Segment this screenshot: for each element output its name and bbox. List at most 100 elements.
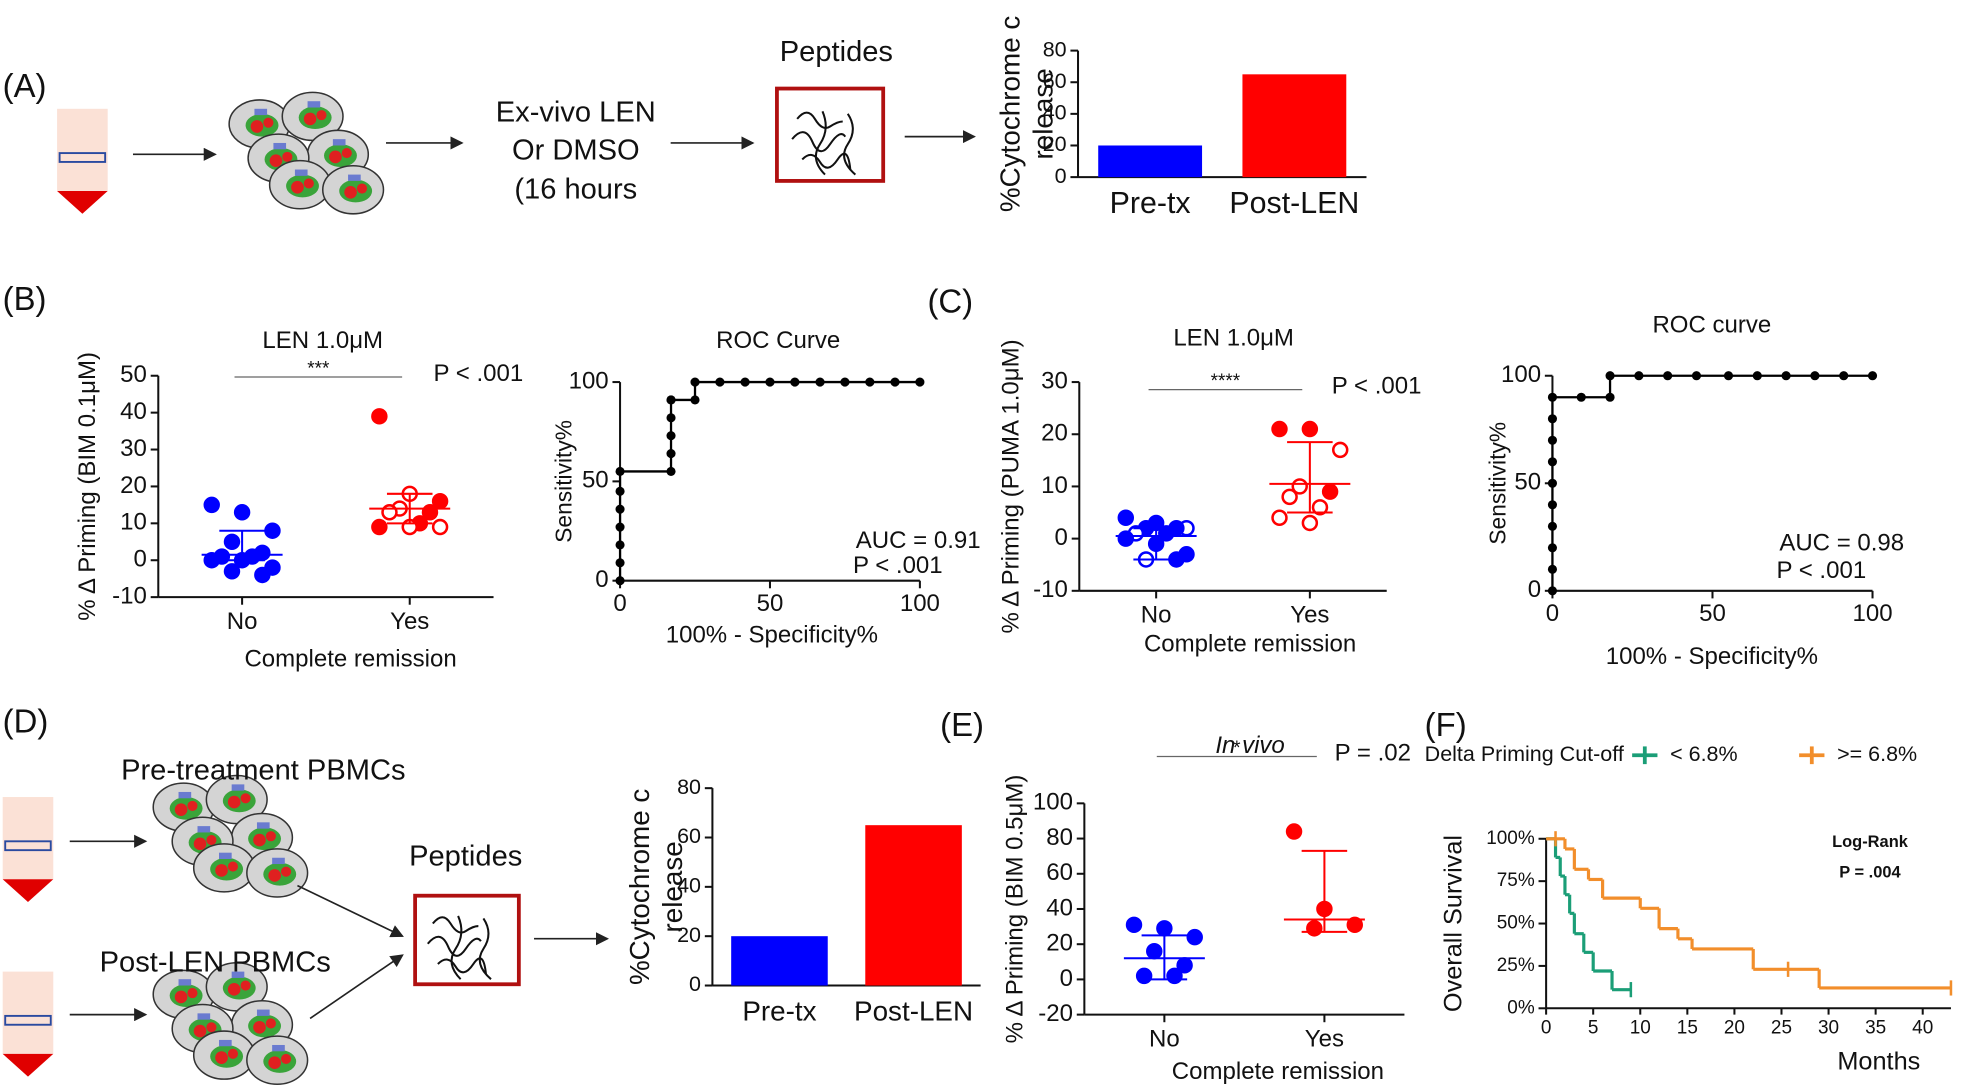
y-axis-title: Sensitivity% xyxy=(1484,422,1510,545)
x-tick-label: Pre-tx xyxy=(742,996,816,1027)
roc-point xyxy=(1547,478,1558,488)
y-tick-label: 0 xyxy=(595,566,608,593)
y-axis-title: % Δ Priming (BIM 0.5μM) xyxy=(1001,775,1028,1044)
roc-point xyxy=(1752,371,1762,381)
annotation: P = .004 xyxy=(1839,863,1901,881)
chart-title: LEN 1.0μM xyxy=(262,327,383,354)
data-point xyxy=(1332,441,1349,459)
x-tick-label: No xyxy=(227,608,258,635)
bar xyxy=(731,936,828,986)
y-tick-label: 0 xyxy=(1055,524,1068,551)
panel-label: (A) xyxy=(3,67,47,104)
y-tick-label: 100% xyxy=(1486,828,1535,849)
y-axis-title: release xyxy=(657,841,688,932)
y-tick-label: 0 xyxy=(689,972,701,996)
roc-point xyxy=(1547,586,1558,596)
annotation: Log-Rank xyxy=(1832,833,1909,851)
roc-point xyxy=(1547,414,1558,424)
roc-point xyxy=(615,558,625,568)
data-point xyxy=(203,552,220,569)
diagram-text: Peptides xyxy=(409,840,522,872)
y-tick-label: 100 xyxy=(569,367,609,394)
data-point xyxy=(1156,920,1173,937)
y-tick-label: 60 xyxy=(677,824,701,848)
y-tick-label: 80 xyxy=(677,775,701,799)
roc-point xyxy=(1547,564,1558,574)
roc-point xyxy=(1547,500,1558,510)
p-value: P < .001 xyxy=(853,552,943,579)
y-tick-label: 0 xyxy=(1060,965,1073,992)
y-axis-title: % Δ Priming (BIM 0.1μM) xyxy=(74,352,101,621)
y-tick-label: 50 xyxy=(1514,469,1541,496)
diagram-text: Post-LEN PBMCs xyxy=(100,947,331,979)
bar xyxy=(1242,74,1347,178)
x-axis-title: 100% - Specificity% xyxy=(1606,643,1818,670)
roc-point xyxy=(666,431,676,441)
x-tick-label: No xyxy=(1141,601,1172,628)
y-tick-label: 60 xyxy=(1043,69,1067,93)
roc-point xyxy=(666,395,676,405)
x-tick-label: 50 xyxy=(757,590,784,617)
chart-title: ROC curve xyxy=(1652,312,1771,339)
panel-label: (E) xyxy=(940,706,984,743)
y-tick-label: 20 xyxy=(120,472,147,499)
y-tick-label: 25% xyxy=(1497,955,1535,976)
legend-title: Delta Priming Cut-off xyxy=(1425,742,1624,766)
data-point xyxy=(1301,420,1319,438)
y-tick-label: 40 xyxy=(1043,101,1067,125)
data-point xyxy=(233,504,251,521)
diagram-text: (16 hours xyxy=(514,174,637,206)
x-tick-label: 35 xyxy=(1865,1018,1886,1039)
y-tick-label: 50 xyxy=(582,467,609,494)
data-point xyxy=(1117,530,1135,547)
y-tick-label: 40 xyxy=(1046,894,1073,921)
data-point xyxy=(1271,509,1288,526)
significance-stars: **** xyxy=(1211,371,1241,392)
roc-point xyxy=(615,466,625,476)
chart-title: ROC Curve xyxy=(716,327,840,354)
y-axis-title: % Δ Priming (PUMA 1.0μM) xyxy=(998,339,1025,633)
y-tick-label: 20 xyxy=(1041,420,1068,447)
x-tick-label: Yes xyxy=(1305,1025,1344,1052)
y-tick-label: -10 xyxy=(112,582,147,609)
data-point xyxy=(381,504,398,521)
y-axis-title: release xyxy=(1027,68,1058,159)
data-point xyxy=(1281,488,1298,506)
chart-title: LEN 1.0μM xyxy=(1173,324,1294,351)
significance-stars: *** xyxy=(307,358,330,379)
panel-label: (C) xyxy=(927,282,973,319)
x-tick-label: No xyxy=(1149,1025,1180,1052)
roc-point xyxy=(690,395,700,405)
roc-point xyxy=(666,413,676,423)
x-tick-label: 30 xyxy=(1818,1018,1839,1039)
y-tick-label: 0 xyxy=(134,546,147,573)
y-tick-label: 80 xyxy=(1046,824,1073,851)
roc-point xyxy=(865,377,875,387)
diagram-text: Or DMSO xyxy=(512,135,640,167)
p-value: P < .001 xyxy=(1332,372,1422,399)
roc-point xyxy=(890,377,900,387)
y-tick-label: 50% xyxy=(1497,913,1535,934)
bar xyxy=(1098,145,1203,178)
roc-point xyxy=(1547,543,1558,553)
data-point xyxy=(1271,420,1288,438)
chart-title: In vivo xyxy=(1215,732,1284,759)
roc-point xyxy=(1839,371,1849,381)
data-point xyxy=(371,518,388,536)
roc-point xyxy=(690,377,700,387)
diagram-text: Pre-treatment PBMCs xyxy=(121,754,405,786)
data-point xyxy=(431,518,449,536)
x-tick-label: 50 xyxy=(1699,600,1726,627)
x-tick-label: Yes xyxy=(390,608,429,635)
x-tick-label: 15 xyxy=(1677,1018,1698,1039)
roc-point xyxy=(1691,371,1702,381)
data-point xyxy=(1166,967,1183,985)
data-point xyxy=(223,533,241,551)
x-axis-title: Complete remission xyxy=(244,646,456,673)
x-tick-label: Post-LEN xyxy=(854,996,973,1027)
y-tick-label: 100 xyxy=(1501,361,1541,388)
diagram-a xyxy=(56,86,976,215)
data-point xyxy=(1125,916,1143,934)
y-tick-label: 50 xyxy=(120,361,147,388)
